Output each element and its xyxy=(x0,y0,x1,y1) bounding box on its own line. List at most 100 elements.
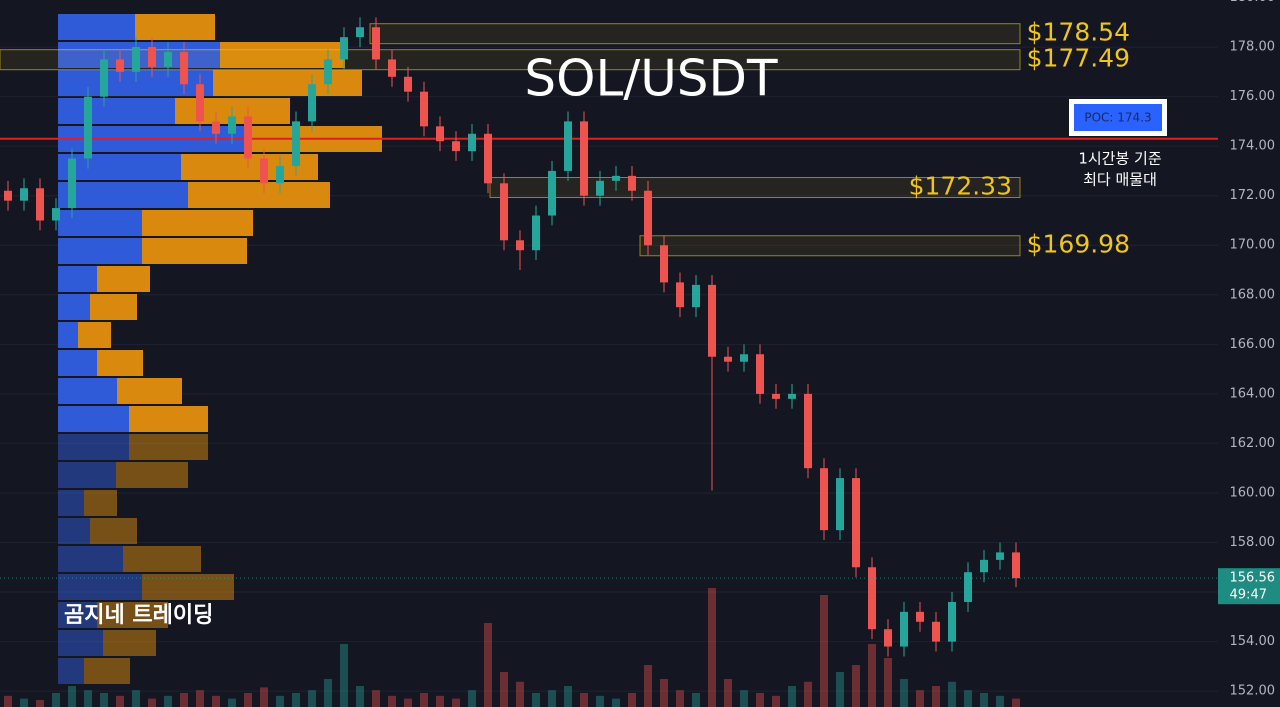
profile-buy xyxy=(58,546,123,572)
volume-bar xyxy=(148,698,156,707)
candle-body xyxy=(804,393,812,469)
volume-bar xyxy=(1012,698,1020,707)
profile-sell xyxy=(90,294,137,320)
candle-body xyxy=(884,629,892,647)
volume-bar xyxy=(628,693,636,707)
profile-buy xyxy=(58,154,181,180)
candle-body xyxy=(100,59,108,97)
y-tick-label: 174.00 xyxy=(1230,139,1276,154)
candle-body xyxy=(420,91,428,127)
volume-bar xyxy=(484,623,492,707)
candle-body xyxy=(84,96,92,159)
y-tick-label: 166.00 xyxy=(1230,337,1276,352)
volume-bar xyxy=(948,681,956,707)
y-tick-label: 152.00 xyxy=(1230,684,1276,699)
candle-body xyxy=(900,611,908,647)
candle-body xyxy=(692,284,700,308)
candle-body xyxy=(404,76,412,92)
candle-body xyxy=(836,478,844,531)
volume-bar xyxy=(788,686,796,707)
profile-sell xyxy=(123,546,201,572)
volume-bar xyxy=(52,693,60,707)
candle-body xyxy=(388,59,396,77)
volume-bar xyxy=(516,681,524,707)
volume-bar xyxy=(660,679,668,707)
profile-sell xyxy=(78,322,111,348)
candle-body xyxy=(532,215,540,251)
candle-body xyxy=(212,121,220,134)
candle-body xyxy=(612,175,620,181)
profile-buy xyxy=(58,406,129,432)
volume-bar xyxy=(260,687,268,707)
profile-sell xyxy=(97,602,168,628)
candle-body xyxy=(660,245,668,283)
volume-bar xyxy=(372,690,380,707)
volume-bar xyxy=(340,644,348,707)
profile-buy xyxy=(58,658,84,684)
y-tick-label: 178.00 xyxy=(1230,40,1276,55)
candle-body xyxy=(932,621,940,642)
profile-buy xyxy=(58,322,78,348)
candle-body xyxy=(564,121,572,171)
volume-bar xyxy=(580,693,588,707)
volume-bar xyxy=(692,693,700,707)
profile-sell xyxy=(135,14,215,40)
candle-body xyxy=(468,133,476,152)
annotation: 최다 매물대 xyxy=(1083,171,1157,189)
profile-buy xyxy=(58,182,188,208)
level-zone xyxy=(639,235,1021,257)
y-tick-label: 158.00 xyxy=(1230,535,1276,550)
profile-sell xyxy=(129,406,208,432)
candle-body xyxy=(372,27,380,60)
profile-sell xyxy=(142,210,253,236)
candle-body xyxy=(852,478,860,568)
volume-bar xyxy=(772,695,780,707)
volume-bar xyxy=(916,690,924,707)
volume-bar xyxy=(708,588,716,707)
y-tick-label: 170.00 xyxy=(1230,238,1276,253)
candle-body xyxy=(644,190,652,246)
level-label: $177.49 xyxy=(1027,44,1130,73)
candle-body xyxy=(916,611,924,622)
candle-body xyxy=(484,133,492,184)
candle-body xyxy=(340,37,348,60)
volume-bar xyxy=(212,695,220,707)
volume-bar xyxy=(740,690,748,707)
candle-body xyxy=(356,27,364,38)
level-zone xyxy=(0,49,1021,71)
candle-body xyxy=(1012,552,1020,579)
candle-body xyxy=(964,572,972,602)
profile-sell xyxy=(97,350,143,376)
y-tick-label: 160.00 xyxy=(1230,485,1276,500)
y-tick-label: 162.00 xyxy=(1230,436,1276,451)
volume-bar xyxy=(996,695,1004,707)
last-price-box xyxy=(1218,568,1280,605)
candle-body xyxy=(756,354,764,394)
volume-bar xyxy=(308,690,316,707)
candle-body xyxy=(36,188,44,221)
candle-body xyxy=(500,183,508,241)
profile-sell xyxy=(142,238,247,264)
y-tick-label: 172.00 xyxy=(1230,188,1276,203)
volume-bar xyxy=(404,698,412,707)
candle-body xyxy=(68,158,76,209)
volume-bar xyxy=(116,695,124,707)
volume-bar xyxy=(756,693,764,707)
candle-body xyxy=(772,393,780,399)
profile-sell xyxy=(117,378,182,404)
annotation: 1시간봉 기준 xyxy=(1078,150,1162,168)
candle-body xyxy=(708,284,716,357)
profile-sell xyxy=(116,462,188,488)
countdown-label: 49:47 xyxy=(1230,588,1267,603)
candle-body xyxy=(676,282,684,308)
candle-body xyxy=(164,52,172,67)
candle-body xyxy=(820,468,828,531)
candle-body xyxy=(516,240,524,251)
y-tick-label: 154.00 xyxy=(1230,634,1276,649)
candle-body xyxy=(180,52,188,85)
volume-bar xyxy=(4,695,12,707)
profile-sell xyxy=(188,182,330,208)
candle-body xyxy=(148,47,156,67)
profile-sell xyxy=(129,434,208,460)
profile-sell xyxy=(84,658,130,684)
